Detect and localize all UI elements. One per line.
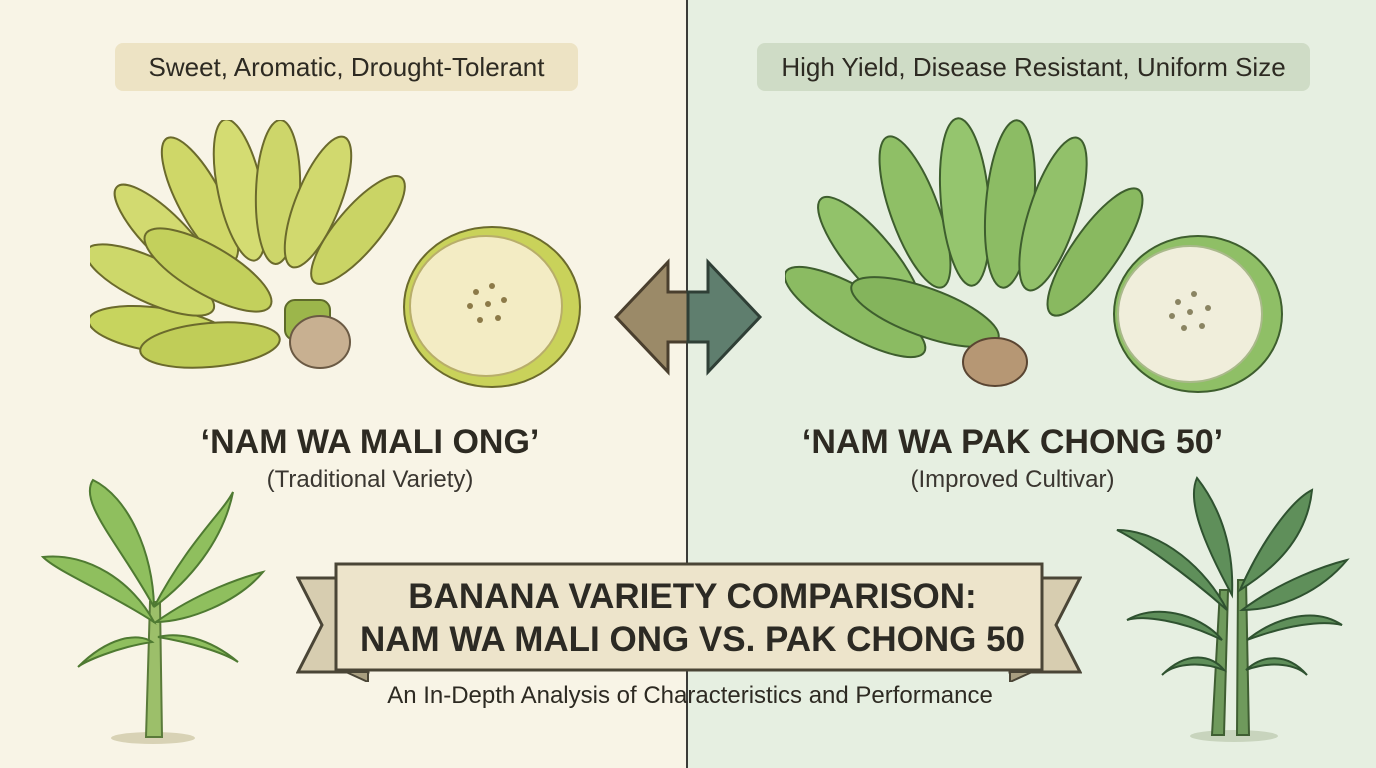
banana-slice-green-icon xyxy=(1113,235,1283,393)
subtitle: An In-Depth Analysis of Characteristics … xyxy=(387,682,993,709)
center-divider xyxy=(686,0,688,768)
left-variety-name: ‘NAM WA MALI ONG’ xyxy=(200,423,540,461)
right-variety-type: (Improved Cultivar) xyxy=(910,466,1115,493)
left-tagline-badge: Sweet, Aromatic, Drought-Tolerant xyxy=(115,43,578,91)
compare-arrows-icon xyxy=(613,258,763,376)
left-variety-type: (Traditional Variety) xyxy=(266,466,474,493)
banana-slice-yellow-icon xyxy=(403,226,581,388)
banner-title: BANANA VARIETY COMPARISON: NAM WA MALI O… xyxy=(335,575,1050,661)
right-tagline-badge: High Yield, Disease Resistant, Uniform S… xyxy=(757,43,1310,91)
banana-bunch-green-icon xyxy=(785,117,1144,387)
banner-title-line2: NAM WA MALI ONG VS. PAK CHONG 50 xyxy=(359,620,1026,659)
right-variety-name: ‘NAM WA PAK CHONG 50’ xyxy=(801,423,1224,461)
banana-bunch-yellow-icon xyxy=(90,120,406,369)
banana-tree-dense-icon xyxy=(1116,476,1350,742)
banner-title-line1: BANANA VARIETY COMPARISON: xyxy=(408,577,977,616)
ribbon-banner-icon xyxy=(296,562,1082,682)
banana-tree-young-icon xyxy=(40,478,266,744)
